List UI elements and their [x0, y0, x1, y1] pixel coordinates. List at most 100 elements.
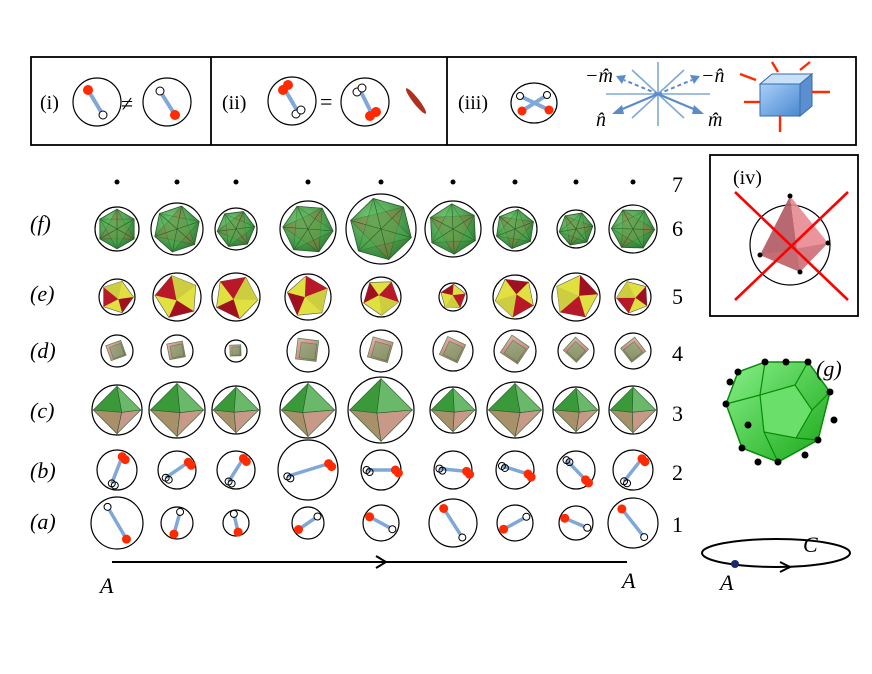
tetra-colored-glyph [152, 272, 202, 322]
row-number-6: 6 [672, 216, 683, 241]
axis-label-minus-m: −m̂ [585, 65, 613, 87]
loop-point-label: A [718, 570, 734, 595]
glyph-circle [608, 204, 658, 254]
blue-cube-icon [739, 61, 830, 132]
row7-dot [233, 179, 239, 185]
tetra-colored-glyph [438, 282, 468, 312]
row-number-2: 2 [672, 460, 683, 485]
loop-curve [701, 538, 851, 573]
glyph-circle [216, 450, 256, 490]
row-labels: (f) (e) (d) (c) (b) (a) 7 6 5 4 3 2 1 [30, 172, 683, 537]
glyph-circle [486, 381, 544, 439]
path-end-label: A [620, 568, 636, 593]
row-number-4: 4 [672, 341, 683, 366]
glyph-circle [347, 376, 415, 444]
glyph-circle [160, 506, 194, 540]
row7-dot [378, 179, 384, 185]
glyph-circle [432, 330, 474, 372]
glyph-circle [360, 276, 402, 318]
glyph-circle [150, 202, 204, 256]
glyph-circle [551, 272, 601, 322]
row7-dot [305, 179, 311, 185]
cube-glyph [557, 332, 595, 370]
glyph-circle [148, 381, 206, 439]
top-panel: (i) ≠ (ii) = [30, 56, 857, 146]
row-letter-e: (e) [30, 281, 54, 306]
row7-dot [573, 179, 579, 185]
glyph-circle [100, 334, 134, 368]
dipole-pair-glyph [433, 450, 475, 490]
tetra-colored-glyph [211, 272, 261, 322]
octahedron-glyph [486, 381, 544, 439]
glyph-circle [98, 278, 136, 316]
panel-g-label: (g) [816, 356, 842, 381]
dipole-glyph [222, 509, 250, 537]
glyph-circle [558, 505, 594, 541]
dipole-glyph [607, 497, 659, 549]
axis-label-n: n̂ [596, 109, 606, 131]
octahedron-glyph [552, 386, 600, 434]
octahedron-glyph [347, 376, 415, 444]
icosahedron-glyph [556, 209, 596, 249]
octahedron-glyph [608, 385, 658, 435]
panel-iv [709, 154, 859, 317]
dipole-pair-glyph [495, 450, 536, 490]
glyph-circle [492, 274, 538, 320]
row-letter-d: (d) [30, 338, 56, 363]
glyph-circle [94, 206, 140, 252]
panel-iii-label: (iii) [458, 92, 488, 114]
panel-i-dipole-left [72, 77, 122, 127]
octahedron-glyph [91, 384, 143, 436]
tetra-colored-glyph [98, 278, 136, 316]
tetra-colored-glyph [360, 276, 402, 318]
panel-ii-pair-right [340, 77, 390, 127]
glyph-circle [492, 206, 538, 252]
axis-star-diagram [606, 62, 710, 126]
icosahedron-glyph [94, 206, 140, 252]
glyph-circle [607, 497, 659, 549]
glyph-circle [359, 329, 403, 373]
cube-glyph [432, 330, 474, 372]
path-start-label: A [98, 573, 114, 598]
row-letter-f: (f) [30, 211, 51, 236]
glyph-circle [284, 273, 332, 321]
row-number-7: 7 [672, 172, 683, 197]
panel-ii-line-segment [405, 88, 427, 114]
path-arrow [112, 555, 627, 569]
dipole-glyph [90, 496, 144, 550]
dodecahedron [722, 358, 838, 466]
glyph-circle [495, 450, 535, 490]
relation-equal: = [320, 89, 332, 114]
glyph-circle [214, 207, 258, 251]
dipole-pair-glyph [556, 450, 596, 490]
glyph-circle [557, 332, 595, 370]
glyph-circle [433, 450, 473, 490]
glyph-circle [90, 496, 144, 550]
row-number-3: 3 [672, 401, 683, 426]
dipole-pair-glyph [216, 450, 256, 490]
icosahedron-glyph [279, 200, 337, 258]
panel-i-dipole-right [142, 77, 192, 127]
row7-dot [114, 179, 120, 185]
row7-dot [630, 179, 636, 185]
glyph-circle [496, 504, 534, 542]
panel-iv-label: (iv) [733, 167, 762, 189]
loop-curve-label: C [803, 532, 818, 557]
row7-dot [450, 179, 456, 185]
dipole-glyph [496, 504, 534, 542]
row-number-1: 1 [672, 512, 683, 537]
row7-dot [512, 179, 518, 185]
glyph-circle [277, 439, 339, 501]
glyph-circle [211, 385, 261, 435]
panel-iii-cross-pair [510, 82, 558, 124]
glyph-circle [152, 272, 202, 322]
tetra-colored-glyph [614, 278, 652, 316]
dipole-pair-glyph [157, 450, 197, 490]
dipole-glyph [160, 506, 194, 540]
glyph-circle [552, 386, 600, 434]
octahedron-glyph [429, 386, 477, 434]
octahedron-glyph [211, 385, 261, 435]
glyph-circle [556, 450, 596, 490]
cube-glyph [224, 339, 248, 363]
